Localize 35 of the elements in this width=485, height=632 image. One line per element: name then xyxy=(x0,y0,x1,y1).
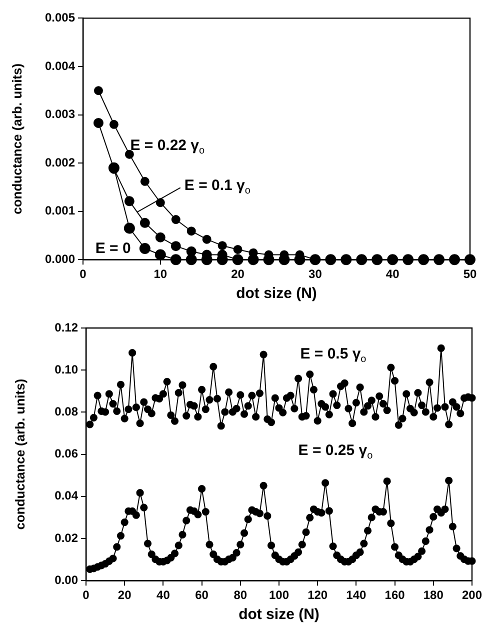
x-tick-label: 140 xyxy=(346,588,367,602)
x-tick-label: 200 xyxy=(462,588,482,602)
y-tick-label: 0.001 xyxy=(44,204,76,218)
y-tick-label: 0.12 xyxy=(54,320,78,334)
x-tick-label: 40 xyxy=(156,588,170,602)
y-tick-label: 0.02 xyxy=(54,530,78,545)
x-tick-label: 80 xyxy=(234,588,248,602)
x-tick-label: 10 xyxy=(154,267,168,282)
x-tick-label: 20 xyxy=(118,588,132,602)
x-tick-label: 20 xyxy=(231,267,245,282)
y-tick-label: 0.06 xyxy=(54,446,78,461)
y-tick-label: 0.004 xyxy=(44,58,76,73)
x-tick-label: 120 xyxy=(308,588,328,602)
x-tick-label: 160 xyxy=(384,588,406,602)
y-tick-label: 0.005 xyxy=(44,10,76,25)
x-tick-label: 0 xyxy=(82,588,90,602)
y-tick-label: 0.04 xyxy=(54,488,78,503)
x-tick-label: 40 xyxy=(386,267,400,282)
y-tick-label: 0.000 xyxy=(44,252,76,266)
x-axis-title: dot size (N) xyxy=(236,285,317,302)
x-tick-label: 60 xyxy=(195,588,209,602)
y-axis-title: conductance (arb. units) xyxy=(9,63,24,214)
y-axis-title: conductance (arb. units) xyxy=(12,378,28,530)
x-tick-label: 30 xyxy=(308,267,322,282)
series-label: E = 0 xyxy=(95,240,131,258)
x-axis-title: dot size (N) xyxy=(238,606,320,624)
y-tick-label: 0.10 xyxy=(54,362,78,376)
y-tick-label: 0.00 xyxy=(54,572,78,587)
x-tick-label: 100 xyxy=(268,588,290,602)
x-tick-label: 0 xyxy=(80,267,87,282)
y-tick-label: 0.08 xyxy=(54,404,78,419)
x-tick-label: 180 xyxy=(423,588,444,602)
y-tick-label: 0.002 xyxy=(44,155,76,170)
y-tick-label: 0.003 xyxy=(44,107,76,122)
x-tick-label: 50 xyxy=(463,267,477,282)
